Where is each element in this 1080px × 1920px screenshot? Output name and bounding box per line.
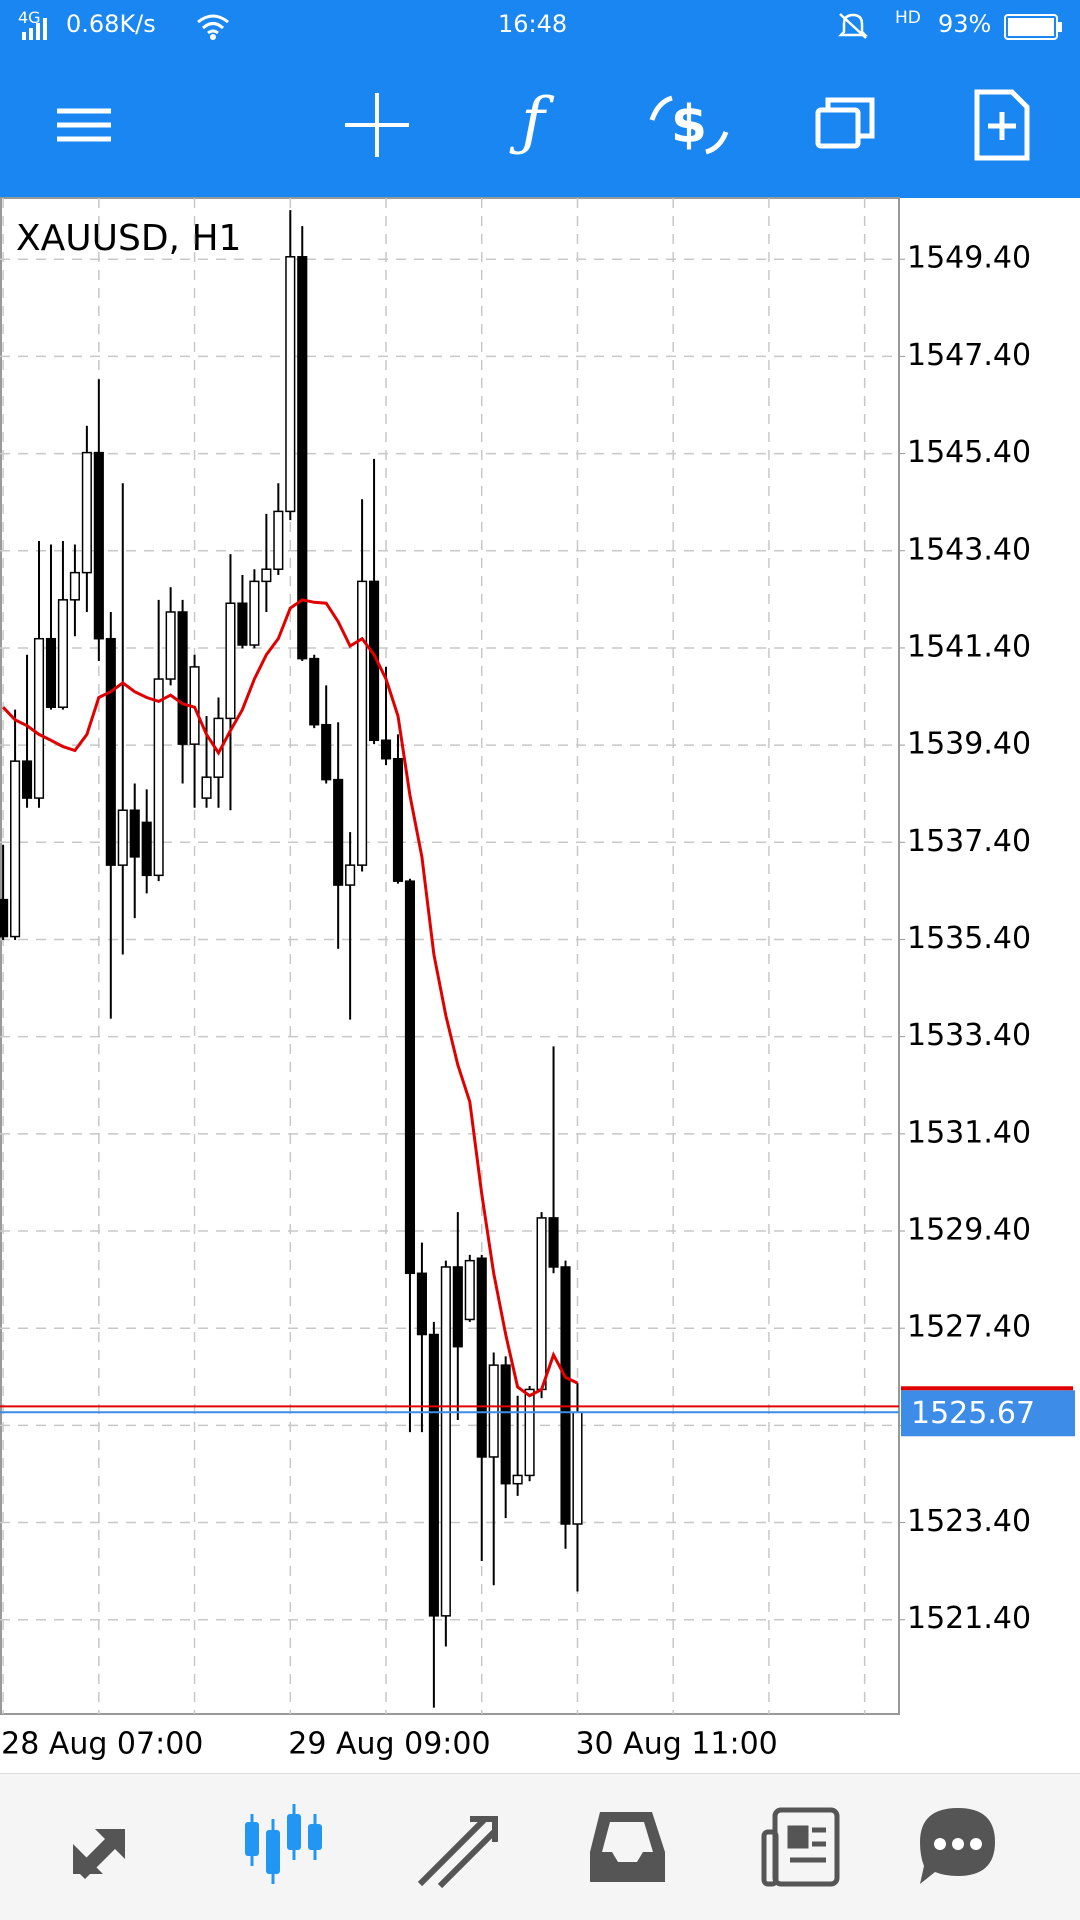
signal-icon [22, 18, 47, 40]
crosshair-button[interactable] [345, 93, 409, 157]
hd-indicator: HD [895, 8, 921, 28]
candle-body [105, 637, 116, 866]
candle-body [81, 451, 92, 574]
candle-body [440, 1266, 451, 1617]
candle-body [165, 611, 176, 680]
chart-tab[interactable] [245, 1804, 322, 1884]
candle-body [512, 1474, 523, 1485]
candle-body [225, 602, 236, 720]
y-tick-label: 1529.40 [907, 1213, 1031, 1248]
y-tick-label: 1521.40 [907, 1601, 1031, 1636]
svg-text:$: $ [671, 95, 707, 155]
y-tick-label: 1545.40 [907, 435, 1031, 470]
candle-body [416, 1272, 427, 1336]
candle-body [177, 611, 188, 745]
candle-body [261, 568, 272, 583]
candle-body [464, 1259, 475, 1321]
network: 4G [18, 8, 41, 27]
x-tick-label: 28 Aug 07:00 [1, 1727, 203, 1762]
candle-body [21, 760, 33, 799]
candle-body [10, 760, 21, 938]
chart-title: XAUUSD, H1 [16, 218, 241, 259]
net-speed: 0.68K/s [66, 10, 156, 38]
candle-body [548, 1217, 559, 1268]
candle-body [45, 637, 57, 708]
y-tick-label: 1541.40 [907, 629, 1031, 664]
toolbar-icons: ƒ $ [57, 85, 1030, 161]
candle-body [273, 510, 284, 570]
y-tick-label: 1537.40 [907, 824, 1031, 859]
y-tick-label: 1543.40 [907, 532, 1031, 567]
price-tag-label: 1525.67 [911, 1396, 1035, 1431]
candle-body [380, 739, 392, 760]
candle-body [237, 602, 248, 646]
bottom-nav [0, 1773, 1080, 1920]
wifi-icon [197, 14, 229, 40]
candle-body [33, 637, 45, 799]
candle-body [129, 809, 140, 858]
y-tick-label: 1547.40 [907, 338, 1031, 373]
y-tick-label: 1549.40 [907, 241, 1031, 276]
candle-body [500, 1364, 511, 1485]
candle-body [392, 757, 404, 882]
battery-icon [1004, 14, 1062, 40]
candle-body [560, 1266, 571, 1525]
y-tick-label: 1527.40 [907, 1310, 1031, 1345]
candle-body [476, 1257, 487, 1458]
status-bar: 4G 0.68K/s 16:48 HD 93% [0, 0, 1080, 50]
news-tab[interactable] [761, 1807, 840, 1887]
candle-body [345, 864, 356, 886]
trade-tab[interactable] [417, 1816, 498, 1889]
candle-body [69, 571, 80, 601]
candle-body [488, 1364, 499, 1458]
y-tick-label: 1539.40 [907, 727, 1031, 762]
candle-body [333, 778, 344, 886]
x-tick-label: 29 Aug 09:00 [288, 1727, 490, 1762]
candle-body [357, 580, 368, 866]
bell-icon [838, 13, 868, 39]
y-tick-label: 1535.40 [907, 921, 1031, 956]
x-tick-label: 30 Aug 11:00 [575, 1727, 777, 1762]
quotes-tab[interactable] [73, 1829, 125, 1879]
candle-body [57, 599, 68, 708]
y-tick-label: 1531.40 [907, 1115, 1031, 1150]
candle-body [0, 898, 9, 938]
candle-body [309, 657, 320, 726]
history-tab[interactable] [590, 1812, 665, 1882]
y-tick-label: 1533.40 [907, 1018, 1031, 1053]
new-order-button[interactable] [974, 89, 1030, 161]
candle-body [452, 1266, 463, 1348]
candle-body [201, 776, 212, 799]
windows-button[interactable] [815, 97, 875, 149]
candle-body [524, 1388, 535, 1477]
candle-body [141, 821, 152, 877]
candle-body [536, 1217, 547, 1391]
battery-level: 93% [938, 10, 992, 38]
candle-body [428, 1333, 439, 1617]
y-tick-label: 1523.40 [907, 1504, 1031, 1539]
candle-body [572, 1411, 583, 1525]
menu-button[interactable] [57, 108, 111, 142]
clock: 16:48 [498, 10, 568, 38]
candle-body [321, 723, 332, 781]
candle-body [117, 809, 128, 866]
candle-body [153, 678, 164, 877]
trade-button[interactable]: $ [649, 95, 729, 155]
toolbar: ƒ $ [0, 50, 1080, 198]
candle-body [297, 256, 308, 660]
moving-average-line [2, 598, 579, 1398]
candle-body [93, 451, 104, 640]
nav-icons [73, 1804, 995, 1889]
candle-body [285, 256, 296, 513]
price-tag [901, 1390, 1075, 1437]
chat-tab[interactable] [920, 1808, 995, 1884]
candle-body [249, 580, 260, 646]
candle-body [404, 880, 416, 1275]
chart: XAUUSD, H1 1521.401523.401525.401527.401… [0, 197, 1075, 1762]
